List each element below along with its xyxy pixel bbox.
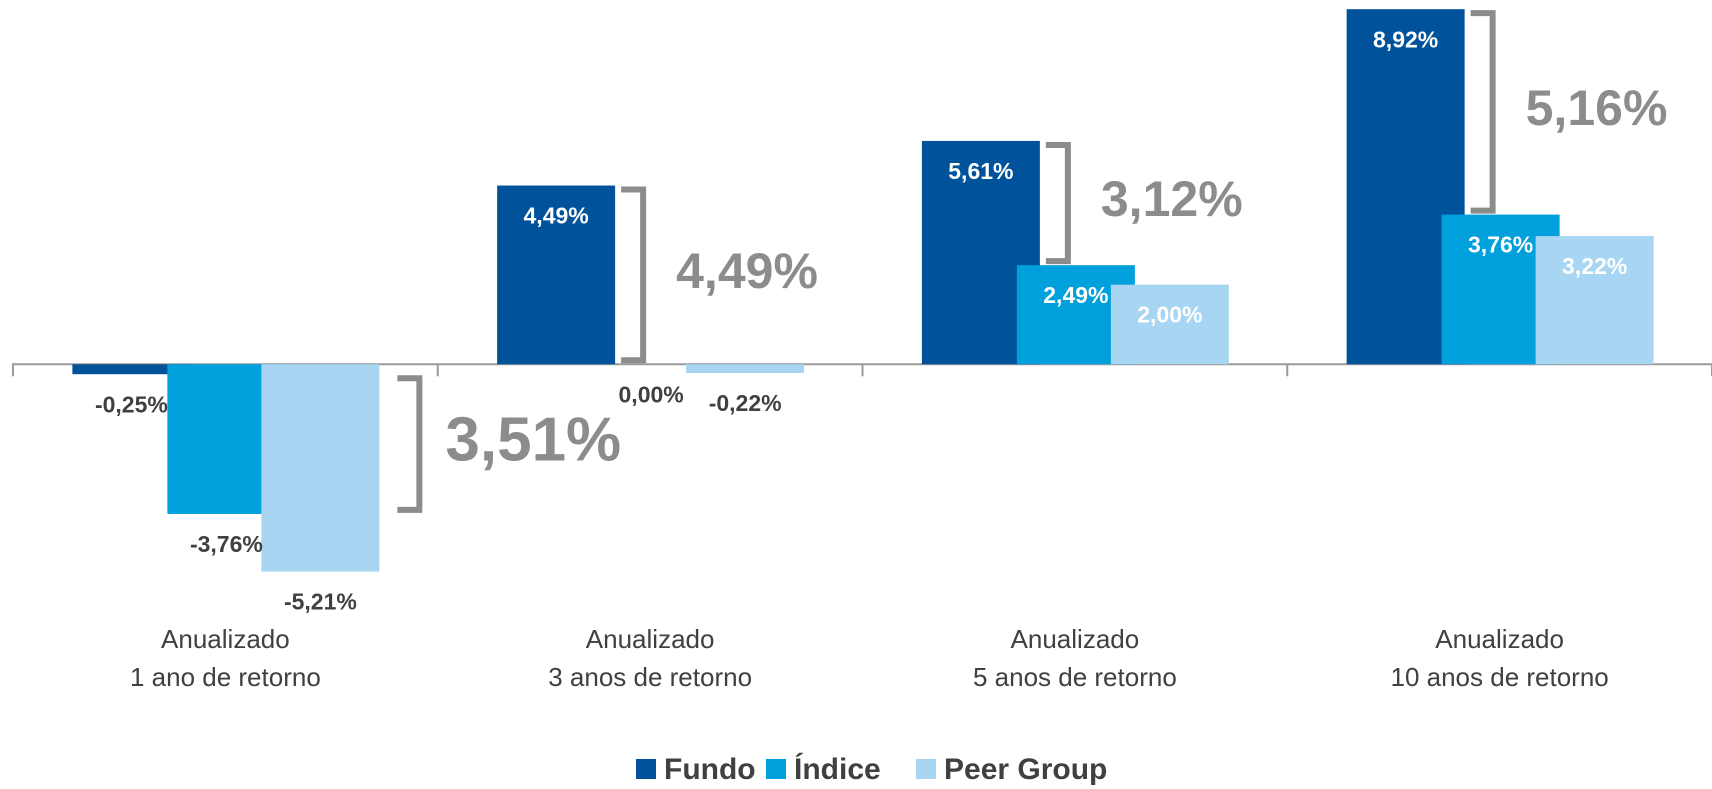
bar (497, 185, 616, 365)
bar (1535, 236, 1654, 365)
data-label: -3,76% (190, 531, 263, 557)
x-tick-label: Anualizado (161, 624, 290, 654)
difference-label: 3,12% (1101, 171, 1243, 227)
data-label: 3,76% (1468, 232, 1533, 258)
bracket (621, 186, 647, 364)
data-label: 2,00% (1137, 302, 1202, 328)
difference-label: 3,51% (445, 405, 621, 474)
x-tick-label: 1 ano de retorno (130, 662, 321, 692)
x-tick-label: 10 anos de retorno (1390, 662, 1608, 692)
data-label: 8,92% (1373, 26, 1438, 52)
legend-label: Peer Group (944, 753, 1107, 786)
bracket (397, 375, 423, 513)
data-label: 0,00% (619, 381, 684, 407)
data-label: 3,22% (1562, 253, 1627, 279)
legend-swatch (916, 759, 936, 779)
data-label: -0,22% (709, 390, 782, 416)
data-label: -0,25% (95, 391, 168, 417)
difference-label: 5,16% (1526, 80, 1668, 136)
bracket (1470, 10, 1496, 214)
legend-swatch (766, 759, 786, 779)
bracket (1045, 141, 1071, 265)
difference-label: 4,49% (676, 243, 818, 299)
data-label: 4,49% (524, 203, 589, 229)
x-tick-label: 3 anos de retorno (548, 662, 752, 692)
data-label: 5,61% (948, 158, 1013, 184)
x-tick-label: Anualizado (1011, 624, 1140, 654)
legend-swatch (636, 759, 656, 779)
legend-label: Índice (794, 752, 881, 786)
x-tick-label: Anualizado (1435, 624, 1564, 654)
x-tick-label: Anualizado (586, 624, 715, 654)
data-label: -5,21% (284, 589, 357, 615)
bar (1110, 284, 1229, 365)
bar (261, 364, 380, 572)
x-tick-label: 5 anos de retorno (973, 662, 1177, 692)
bar (686, 364, 805, 374)
data-label: 2,49% (1043, 282, 1108, 308)
legend-label: Fundo (664, 753, 756, 786)
bar (72, 364, 191, 375)
